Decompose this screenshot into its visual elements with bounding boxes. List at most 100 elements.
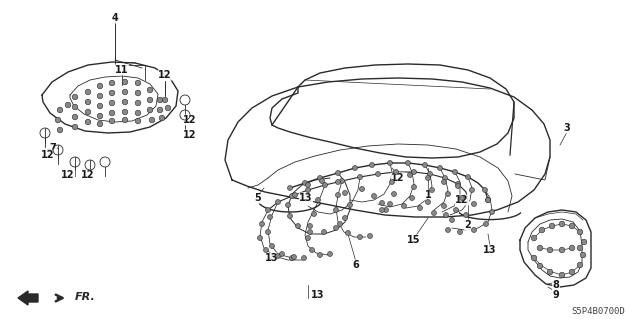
Circle shape [490,210,495,214]
Circle shape [159,115,165,121]
Circle shape [333,207,339,212]
Circle shape [445,191,451,197]
Circle shape [305,235,310,241]
Circle shape [305,182,310,188]
Circle shape [559,272,564,278]
Circle shape [577,245,583,251]
Circle shape [72,124,78,130]
Circle shape [275,254,280,258]
Circle shape [456,182,461,187]
Text: S5P4B0700D: S5P4B0700D [571,308,625,316]
Circle shape [410,196,415,201]
Circle shape [264,248,269,253]
Circle shape [408,173,413,177]
Circle shape [452,169,458,174]
Text: 12: 12 [183,115,196,125]
Circle shape [380,201,385,205]
Text: 5: 5 [255,193,261,203]
Circle shape [147,107,153,113]
Circle shape [337,221,342,226]
Text: 2: 2 [465,220,472,230]
Circle shape [301,256,307,261]
Text: 6: 6 [353,260,360,270]
Circle shape [577,262,583,268]
Circle shape [72,94,78,100]
Text: 13: 13 [311,290,324,300]
Text: 13: 13 [483,245,497,255]
Text: 1: 1 [424,190,431,200]
Circle shape [149,117,155,123]
Circle shape [157,107,163,113]
Circle shape [289,194,294,198]
Circle shape [135,110,141,116]
Circle shape [348,203,353,207]
Circle shape [317,175,323,181]
Circle shape [335,170,340,175]
Circle shape [307,224,312,228]
Circle shape [296,224,301,228]
Text: 12: 12 [455,195,468,205]
Circle shape [135,118,141,124]
Circle shape [109,110,115,116]
Circle shape [342,190,348,196]
Circle shape [135,90,141,96]
Circle shape [569,223,575,229]
Circle shape [109,118,115,124]
Circle shape [383,207,388,212]
Circle shape [412,169,417,174]
Circle shape [147,87,153,93]
Circle shape [317,253,323,257]
Circle shape [165,105,171,111]
Circle shape [426,199,431,204]
Circle shape [269,243,275,249]
Circle shape [445,227,451,233]
Circle shape [483,188,488,192]
Circle shape [463,212,468,218]
Circle shape [85,89,91,95]
Circle shape [287,186,292,190]
Circle shape [442,175,447,181]
Circle shape [319,179,324,183]
Circle shape [85,99,91,105]
Circle shape [460,196,465,201]
Circle shape [353,166,358,170]
Circle shape [57,107,63,113]
Circle shape [412,184,417,189]
Circle shape [157,97,163,103]
Text: 12: 12 [391,173,404,183]
Circle shape [259,221,264,226]
Circle shape [303,181,307,186]
Text: 9: 9 [552,290,559,300]
Circle shape [569,269,575,275]
Circle shape [335,180,340,184]
Circle shape [266,207,271,212]
Circle shape [454,207,458,212]
Circle shape [547,247,553,253]
Circle shape [122,109,128,115]
Circle shape [122,79,128,85]
Circle shape [305,188,310,192]
Circle shape [367,234,372,239]
Circle shape [444,212,449,218]
Circle shape [57,127,63,133]
Circle shape [292,192,298,197]
Circle shape [394,169,399,174]
Text: 8: 8 [552,280,559,290]
Text: 13: 13 [265,253,279,263]
Circle shape [380,207,385,212]
Circle shape [289,256,294,261]
Circle shape [531,255,537,261]
Circle shape [97,113,103,119]
Text: 12: 12 [81,170,95,180]
Text: FR.: FR. [75,292,96,302]
Circle shape [65,102,71,108]
Circle shape [280,251,285,256]
Circle shape [97,83,103,89]
FancyArrow shape [18,291,38,305]
Circle shape [486,197,490,203]
Circle shape [122,117,128,123]
Text: 12: 12 [61,170,75,180]
Circle shape [97,121,103,127]
Circle shape [429,188,435,192]
Text: 12: 12 [158,70,172,80]
